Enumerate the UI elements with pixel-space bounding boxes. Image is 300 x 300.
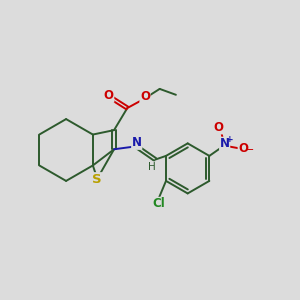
Text: H: H [148,162,156,172]
Text: +: + [226,135,233,144]
Text: N: N [220,137,230,150]
Text: Cl: Cl [152,197,165,210]
Text: O: O [238,142,248,155]
Text: O: O [140,90,150,103]
Text: −: − [245,145,254,155]
Text: S: S [92,173,102,186]
Text: N: N [132,136,142,149]
Text: O: O [214,121,224,134]
Text: O: O [104,89,114,102]
